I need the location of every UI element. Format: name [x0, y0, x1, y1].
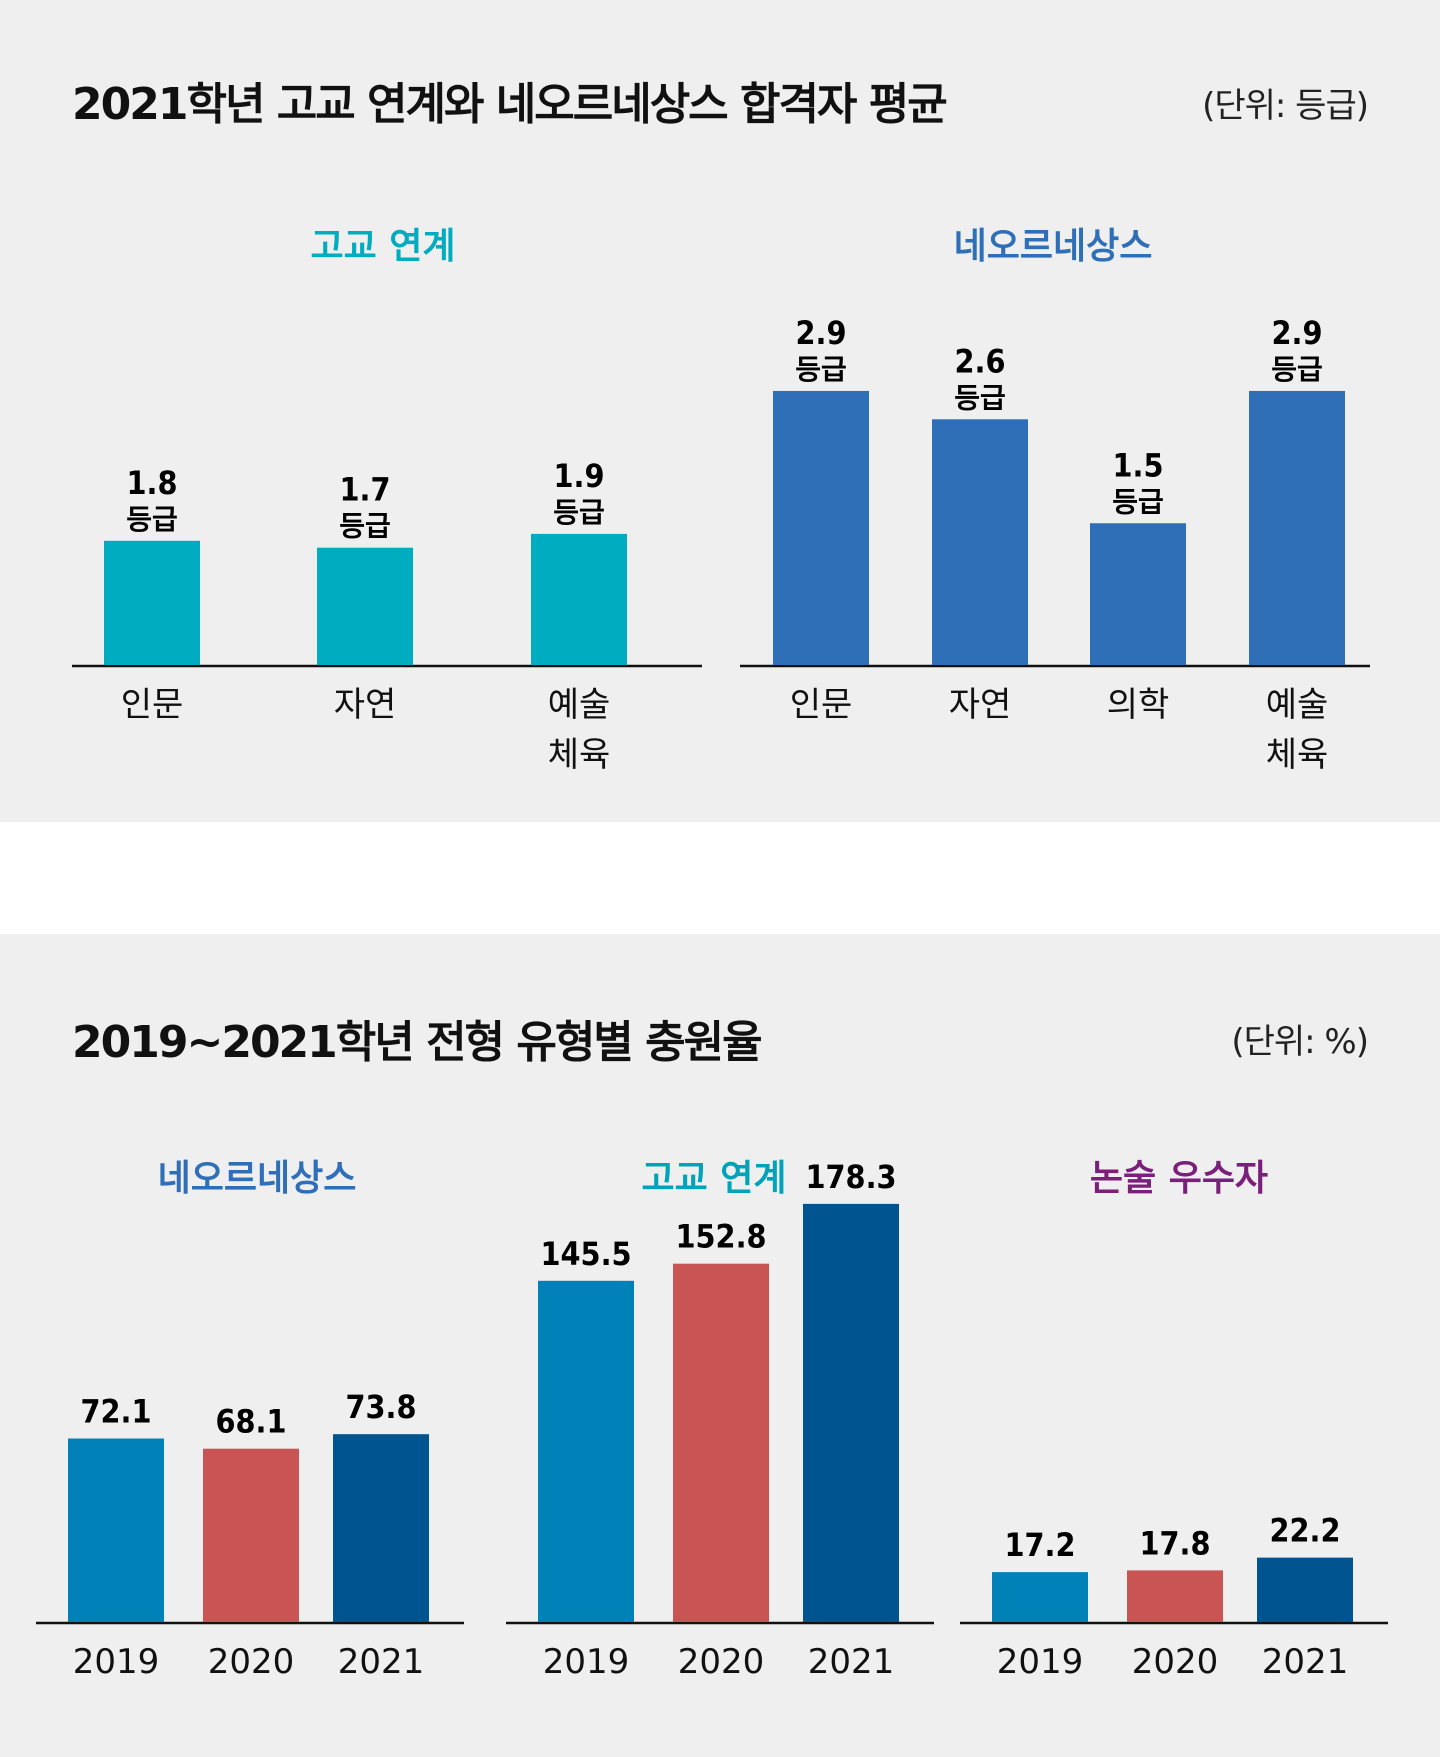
essay-rate-bar-0: [992, 1572, 1088, 1622]
grade-bar-charts: 고교 연계1.8등급인문1.7등급자연1.9등급예술체육네오르네상스2.9등급인…: [72, 226, 1370, 775]
hs-link-category-label-0: 인문: [121, 685, 184, 725]
neo-rate-year-label-0: 2019: [73, 1642, 160, 1682]
grade-chart-title: 2021학년 고교 연계와 네오르네상스 합격자 평균: [72, 79, 948, 130]
neo-grade-value-label-0: 2.9: [796, 314, 847, 352]
hs-link-category-label-1: 자연: [334, 685, 397, 725]
neo-rate-value-label-1: 68.1: [215, 1403, 286, 1441]
hs-link-subtitle: 고교 연계: [310, 226, 455, 267]
hs-rate-year-label-0: 2019: [543, 1642, 630, 1682]
neo-grade-value-label-2: 1.5: [1113, 446, 1164, 484]
essay-rate-year-label-1: 2020: [1132, 1642, 1219, 1682]
neo-grade-category-label-3: 체육: [1266, 735, 1329, 775]
hs-rate-subtitle: 고교 연계: [641, 1158, 786, 1199]
neo-grade-category-label-1: 자연: [949, 685, 1012, 725]
hs-rate-value-label-2: 178.3: [805, 1158, 896, 1196]
hs-link-grade-label-2: 등급: [553, 496, 605, 529]
fill-rate-unit-label: (단위: %): [1231, 1022, 1369, 1062]
neo-grade-bar-3: [1249, 390, 1345, 665]
hs-link-value-label-0: 1.8: [127, 464, 178, 502]
hs-link-bar-0: [104, 540, 200, 665]
hs-rate-year-label-2: 2021: [808, 1642, 895, 1682]
fill-rate-bar-charts: 네오르네상스 72.1 2019 68.1 2020 73.8 2021 고교 연계 145.5…: [36, 1158, 1388, 1682]
neo-grade-category-label-2: 의학: [1107, 685, 1170, 725]
hs-link-grade-label-1: 등급: [339, 510, 391, 543]
essay-rate-bar-1: [1127, 1570, 1223, 1622]
neo-grade-category-label-3: 예술: [1266, 685, 1329, 725]
neo-rate-year-label-2: 2021: [338, 1642, 425, 1682]
neo-rate-bar-0: [68, 1438, 164, 1622]
essay-rate-value-label-2: 22.2: [1269, 1512, 1340, 1550]
hs-rate-year-label-1: 2020: [678, 1642, 765, 1682]
neo-grade-grade-label-3: 등급: [1271, 353, 1323, 386]
hs-link-value-label-2: 1.9: [554, 457, 605, 495]
fill-rate-panel: 2019~2021학년 전형 유형별 충원율 (단위: %) 네오르네상스 72.…: [0, 934, 1440, 1757]
hs-link-grade-label-0: 등급: [126, 503, 178, 536]
essay-rate-year-label-2: 2021: [1262, 1642, 1349, 1682]
essay-rate-value-label-1: 17.8: [1139, 1524, 1210, 1562]
hs-link-value-label-1: 1.7: [340, 471, 391, 509]
hs-rate-bar-0: [538, 1280, 634, 1622]
neo-rate-year-label-1: 2020: [208, 1642, 295, 1682]
neo-rate-value-label-0: 72.1: [80, 1393, 151, 1431]
hs-rate-value-label-1: 152.8: [675, 1218, 766, 1256]
fill-rate-chart-title: 2019~2021학년 전형 유형별 충원율: [72, 1017, 763, 1068]
essay-rate-year-label-0: 2019: [997, 1642, 1084, 1682]
neo-grade-grade-label-1: 등급: [954, 381, 1006, 414]
neo-rate-subtitle: 네오르네상스: [158, 1158, 357, 1199]
neo-grade-value-label-3: 2.9: [1272, 314, 1323, 352]
neo-rate-value-label-2: 73.8: [345, 1388, 416, 1426]
grade-average-panel: 2021학년 고교 연계와 네오르네상스 합격자 평균 (단위: 등급) 고교 …: [0, 0, 1440, 822]
hs-rate-bar-1: [673, 1263, 769, 1622]
neo-grade-subtitle: 네오르네상스: [954, 226, 1153, 267]
neo-grade-grade-label-0: 등급: [795, 353, 847, 386]
hs-rate-bar-2: [803, 1203, 899, 1622]
essay-rate-value-label-0: 17.2: [1004, 1526, 1075, 1564]
essay-rate-bar-2: [1257, 1557, 1353, 1622]
neo-grade-value-label-1: 2.6: [955, 342, 1006, 380]
neo-grade-category-label-0: 인문: [790, 685, 853, 725]
essay-rate-subtitle: 논술 우수자: [1090, 1158, 1268, 1199]
neo-grade-bar-0: [773, 390, 869, 665]
hs-rate-value-label-0: 145.5: [540, 1235, 631, 1273]
neo-rate-bar-2: [333, 1434, 429, 1622]
neo-rate-bar-1: [203, 1448, 299, 1622]
hs-link-bar-2: [531, 533, 627, 665]
neo-grade-bar-2: [1090, 523, 1186, 665]
neo-grade-bar-1: [932, 419, 1028, 665]
grade-unit-label: (단위: 등급): [1202, 86, 1369, 126]
hs-link-category-label-2: 예술: [548, 685, 611, 725]
neo-grade-grade-label-2: 등급: [1112, 485, 1164, 518]
hs-link-bar-1: [317, 547, 413, 665]
hs-link-category-label-2: 체육: [548, 735, 611, 775]
